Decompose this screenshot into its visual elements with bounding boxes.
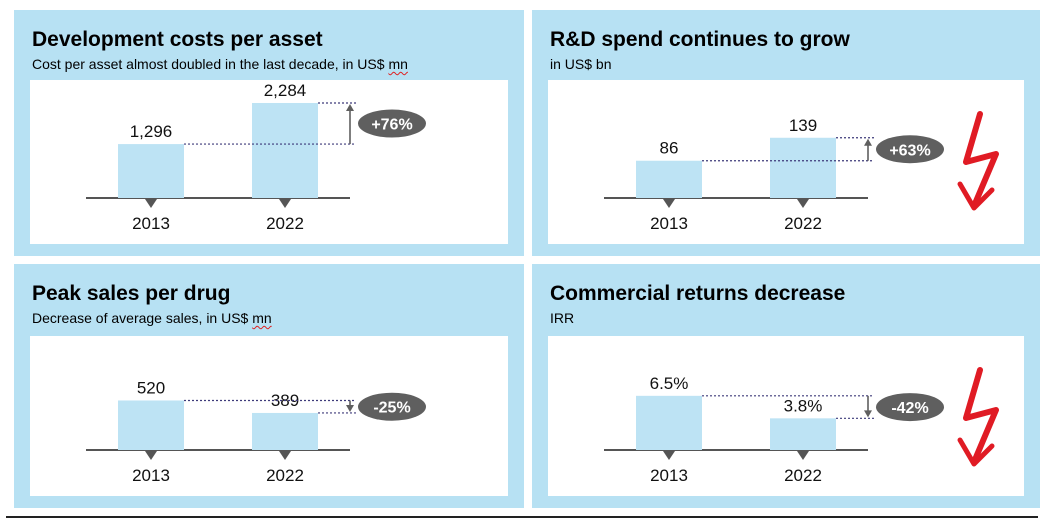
bar-2013 (118, 144, 184, 198)
bar-2022 (252, 102, 318, 198)
data-label: 6.5% (650, 374, 689, 393)
bar-2022 (770, 418, 836, 450)
bar-2013 (636, 160, 702, 198)
bottom-divider (6, 516, 1038, 518)
bar-2013 (118, 400, 184, 450)
tick-label: 2022 (266, 214, 304, 233)
panel-subtitle: Decrease of average sales, in US$ mn (32, 310, 272, 326)
chart-area: 86 2013 139 2022 +63% (548, 80, 1024, 244)
data-label: 86 (660, 139, 679, 158)
bar-2022 (252, 412, 318, 450)
panel-commercial-returns: Commercial returns decrease IRR 6.5% 2013… (532, 264, 1040, 508)
tick-marker (797, 451, 809, 460)
change-badge-label: +63% (889, 142, 930, 159)
tick-marker (663, 199, 675, 208)
panel-subtitle: Cost per asset almost doubled in the las… (32, 56, 408, 72)
data-label: 3.8% (784, 396, 823, 415)
change-badge (876, 393, 944, 422)
change-badge (358, 109, 426, 138)
tick-label: 2013 (132, 214, 170, 233)
subtitle-unit: mn (252, 310, 272, 326)
panel-rd-spend: R&D spend continues to grow in US$ bn 86… (532, 10, 1040, 256)
bar-2013 (636, 395, 702, 450)
panel-title: R&D spend continues to grow (550, 28, 850, 51)
data-label: 520 (137, 378, 165, 397)
panel-subtitle: IRR (550, 310, 574, 326)
panel-subtitle: in US$ bn (550, 56, 611, 72)
data-label: 2,284 (264, 81, 307, 100)
tick-marker (797, 199, 809, 208)
chart-area: 6.5% 2013 3.8% 2022 -42% (548, 336, 1024, 496)
subtitle-text: in US$ bn (550, 56, 612, 72)
tick-label: 2022 (266, 466, 304, 485)
change-badge-label: +76% (371, 117, 412, 134)
chart-svg: 6.5% 2013 3.8% 2022 -42% (604, 367, 999, 485)
tick-label: 2013 (650, 214, 688, 233)
chart-area: 520 2013 389 2022 -25% (30, 336, 508, 496)
change-arrow-head (346, 103, 354, 111)
data-label: 139 (789, 116, 817, 135)
lightning-icon (963, 367, 999, 465)
change-arrow-head (346, 404, 354, 412)
tick-label: 2013 (650, 466, 688, 485)
chart-svg: 86 2013 139 2022 +63% (604, 111, 999, 233)
tick-label: 2013 (132, 466, 170, 485)
change-arrow-head (864, 410, 872, 418)
tick-marker (663, 451, 675, 460)
subtitle-unit: mn (388, 56, 408, 72)
panel-development-costs: Development costs per asset Cost per ass… (14, 10, 524, 256)
data-label: 1,296 (130, 122, 173, 141)
panel-title: Peak sales per drug (32, 282, 231, 305)
lightning-icon (963, 111, 999, 209)
change-badge-label: -42% (891, 400, 928, 417)
subtitle-text: IRR (550, 310, 575, 326)
tick-marker (145, 199, 157, 208)
chart-area: 1,296 2013 2,284 2022 +76% (30, 80, 508, 244)
bar-2022 (770, 137, 836, 198)
panel-title: Development costs per asset (32, 28, 323, 51)
lightning-arrowhead-icon (957, 437, 995, 467)
change-arrow-head (864, 138, 872, 146)
change-badge (876, 135, 944, 164)
tick-label: 2022 (784, 214, 822, 233)
subtitle-text: Cost per asset almost doubled in the las… (32, 56, 385, 72)
panel-title: Commercial returns decrease (550, 282, 846, 305)
chart-svg: 1,296 2013 2,284 2022 +76% (86, 81, 426, 233)
change-badge (358, 392, 426, 421)
subtitle-text: Decrease of average sales, in US$ (32, 310, 249, 326)
change-badge-label: -25% (373, 400, 410, 417)
tick-label: 2022 (784, 466, 822, 485)
tick-marker (279, 199, 291, 208)
tick-marker (279, 451, 291, 460)
lightning-arrowhead-icon (957, 181, 995, 211)
tick-marker (145, 451, 157, 460)
panel-peak-sales: Peak sales per drug Decrease of average … (14, 264, 524, 508)
